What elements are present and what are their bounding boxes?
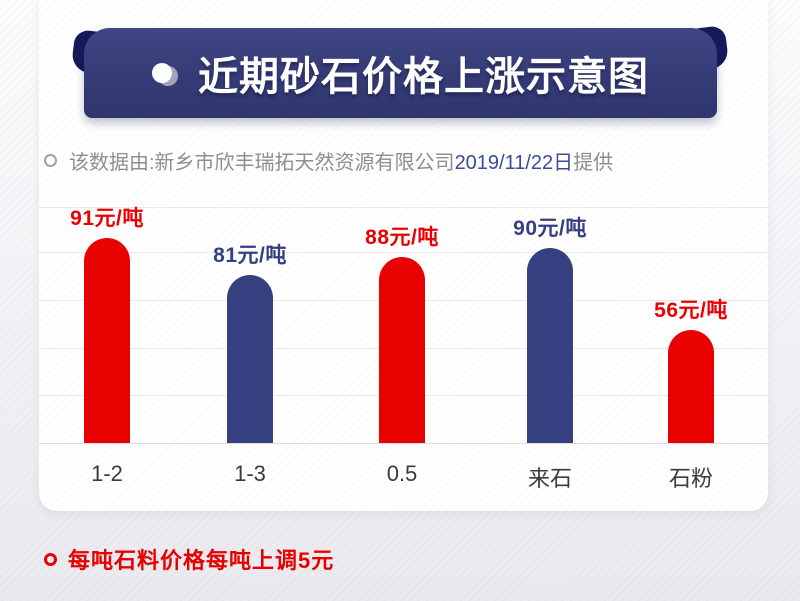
data-source-date: 2019/11/22日 — [454, 151, 574, 174]
data-source-suffix: 提供 — [573, 151, 614, 174]
gridline — [39, 207, 768, 208]
x-axis-tick-label: 1-2 — [91, 461, 123, 486]
circle-bullet-icon — [152, 63, 172, 83]
bar-value-label: 81元/吨 — [213, 244, 287, 267]
bar-value-label: 88元/吨 — [365, 226, 439, 249]
data-source-prefix: 该数据由:新乡市欣丰瑞拓天然资源有限公司 — [69, 151, 455, 174]
footer-note: 每吨石料价格每吨上调5元 — [68, 548, 335, 573]
bar-value-label: 56元/吨 — [654, 299, 728, 322]
title-banner: 近期砂石价格上涨示意图 — [84, 28, 717, 118]
data-source-text: 该数据由:新乡市欣丰瑞拓天然资源有限公司2019/11/22日提供 — [69, 146, 613, 175]
gridline — [39, 252, 768, 253]
data-source-row: 该数据由:新乡市欣丰瑞拓天然资源有限公司2019/11/22日提供 — [44, 146, 613, 175]
bar-来石 — [527, 248, 573, 443]
footer-note-row: 每吨石料价格每吨上调5元 — [44, 547, 334, 573]
bar-value-label: 90元/吨 — [513, 217, 587, 240]
bar-0.5 — [379, 257, 425, 443]
x-axis-tick-label: 来石 — [527, 466, 572, 491]
x-axis-tick-label: 0.5 — [386, 461, 418, 486]
bar-1-3 — [227, 275, 273, 443]
bar-石粉 — [668, 330, 714, 443]
x-axis-tick-label: 1-3 — [234, 461, 266, 486]
ring-bullet-icon — [44, 552, 57, 566]
bar-1-2 — [84, 238, 130, 443]
bar-value-label: 91元/吨 — [70, 207, 144, 230]
page-title: 近期砂石价格上涨示意图 — [198, 55, 649, 99]
x-axis-tick-label: 石粉 — [668, 466, 713, 491]
ring-bullet-icon — [44, 153, 57, 167]
x-axis-line — [39, 443, 768, 444]
